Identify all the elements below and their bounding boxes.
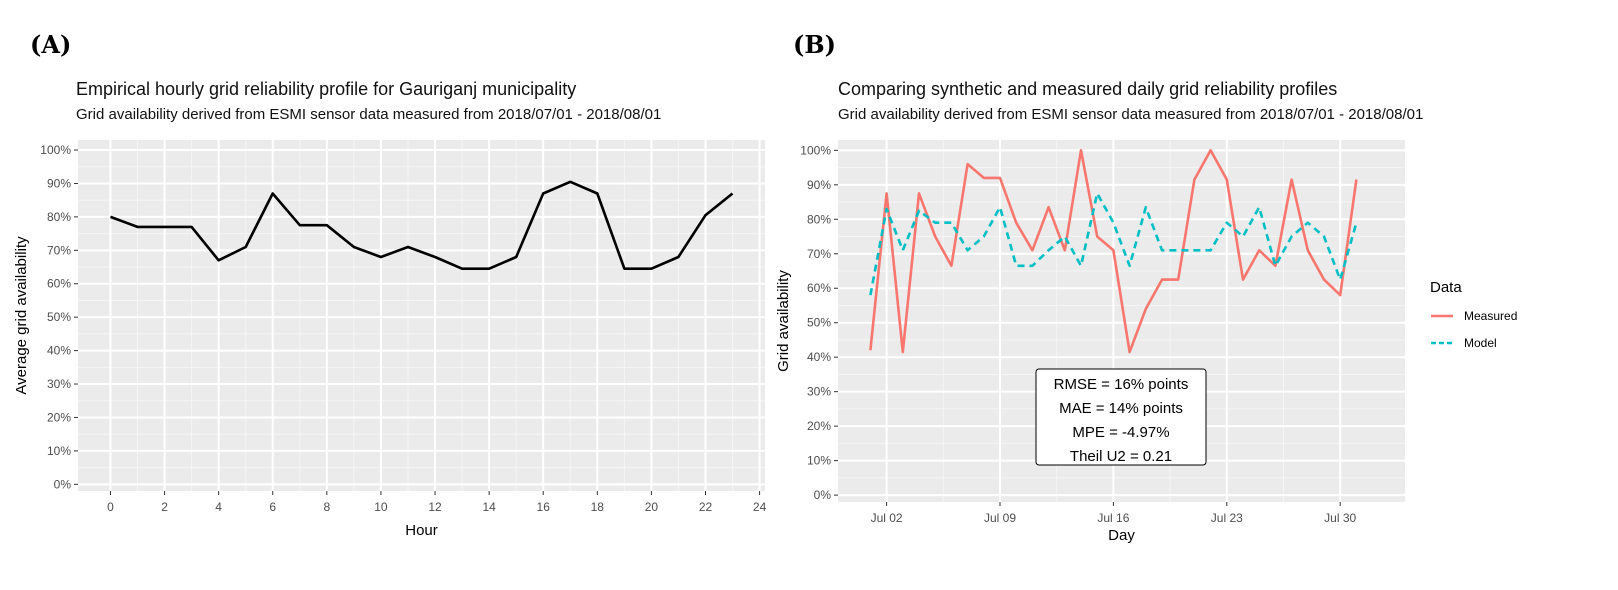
y-axis-title-a: Average grid availability (13, 236, 30, 395)
tick-label-x: 8 (323, 500, 330, 514)
y-axis-title-b: Grid availability (775, 270, 792, 372)
chart-b-title: Comparing synthetic and measured daily g… (838, 79, 1338, 99)
tick-label-x: Jul 23 (1211, 511, 1243, 525)
tick-label-x: 16 (537, 500, 551, 514)
legend-label-measured: Measured (1464, 309, 1517, 323)
x-axis-title-a: Hour (405, 522, 438, 539)
tick-label-y: 0% (54, 477, 72, 491)
tick-label-x: Jul 30 (1324, 511, 1356, 525)
stats-box (1035, 368, 1207, 466)
chart-b-subtitle: Grid availability derived from ESMI sens… (838, 106, 1424, 123)
series-line-measured (869, 149, 1358, 354)
tick-label-x: 20 (645, 500, 659, 514)
panel-a-label: (A) (30, 30, 72, 59)
tick-label-x: Jul 02 (871, 511, 903, 525)
tick-label-y: 50% (807, 316, 831, 330)
chart-a-subtitle: Grid availability derived from ESMI sens… (76, 106, 662, 123)
tick-label-y: 90% (807, 178, 831, 192)
tick-label-x: 2 (161, 500, 168, 514)
legend-title: Data (1430, 279, 1462, 296)
tick-label-x: 4 (215, 500, 222, 514)
tick-label-y: 60% (807, 281, 831, 295)
tick-label-x: Jul 09 (984, 511, 1016, 525)
tick-label-y: 40% (807, 350, 831, 364)
tick-label-y: 100% (40, 143, 71, 157)
stats-line: MAE = 14% points (1059, 400, 1183, 417)
tick-label-y: 0% (814, 488, 832, 502)
tick-label-y: 50% (47, 310, 71, 324)
tick-label-y: 100% (800, 143, 831, 157)
tick-label-x: 14 (482, 500, 496, 514)
tick-label-y: 90% (47, 176, 71, 190)
tick-label-y: 10% (47, 444, 71, 458)
tick-label-y: 30% (807, 385, 831, 399)
tick-label-y: 70% (807, 247, 831, 261)
tick-label-y: 20% (807, 419, 831, 433)
legend-label-model: Model (1464, 336, 1497, 350)
tick-label-y: 20% (47, 410, 71, 424)
tick-label-y: 70% (47, 243, 71, 257)
tick-label-y: 80% (47, 210, 71, 224)
tick-label-y: 10% (807, 454, 831, 468)
tick-label-x: 10 (374, 500, 388, 514)
tick-label-x: 22 (699, 500, 713, 514)
chart-a-hourly-reliability: 0 2 4 6 8 10 12 14 16 18 20 22 240%10%20%30%40%50%60… (13, 140, 767, 539)
tick-label-x: 6 (269, 500, 276, 514)
stats-line: MPE = -4.97% (1072, 424, 1169, 441)
tick-label-x: 12 (428, 500, 442, 514)
tick-label-y: 40% (47, 344, 71, 358)
tick-label-x: Jul 16 (1097, 511, 1129, 525)
stats-line: RMSE = 16% points (1054, 376, 1189, 393)
chart-a-title: Empirical hourly grid reliability profil… (76, 79, 577, 99)
tick-label-y: 30% (47, 377, 71, 391)
tick-label-y: 80% (807, 212, 831, 226)
tick-label-x: 18 (591, 500, 605, 514)
panel-b-label: (B) (793, 30, 836, 59)
tick-label-x: 0 (107, 500, 114, 514)
tick-label-x: 24 (753, 500, 767, 514)
series-line-hourly (110, 180, 734, 271)
tick-label-y: 60% (47, 277, 71, 291)
x-axis-title-b: Day (1108, 527, 1135, 544)
stats-line: Theil U2 = 0.21 (1070, 448, 1172, 465)
